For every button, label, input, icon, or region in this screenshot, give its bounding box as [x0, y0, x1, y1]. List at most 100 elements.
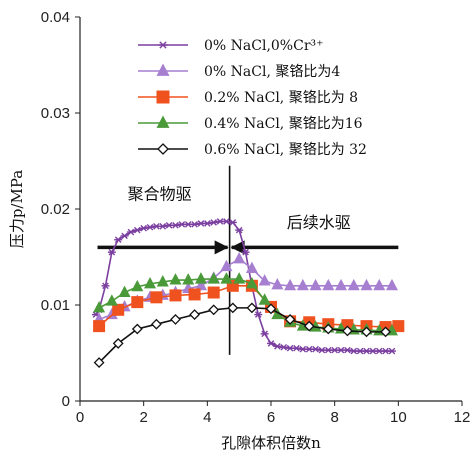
data-point — [156, 275, 169, 287]
y-axis-label: 压力p/MPa — [8, 170, 26, 248]
data-point — [267, 340, 275, 347]
series-1 — [91, 218, 396, 355]
data-point — [169, 273, 182, 285]
data-point — [189, 309, 201, 321]
data-point — [246, 302, 258, 314]
data-point — [222, 218, 231, 225]
data-point — [220, 272, 233, 284]
data-point — [335, 278, 348, 291]
data-point — [188, 288, 201, 301]
data-point — [303, 320, 315, 332]
data-point — [203, 220, 212, 227]
legend-item: 0.6% NaCl, 聚铬比为 32 — [138, 142, 367, 158]
data-point — [385, 278, 398, 291]
data-point — [150, 291, 163, 304]
data-point — [380, 326, 392, 338]
arrows-overlay — [97, 165, 399, 355]
data-point — [227, 302, 239, 314]
y-tick-label: 0.01 — [41, 297, 70, 314]
data-point — [158, 222, 167, 230]
data-point — [260, 330, 269, 338]
legend-label: 0% NaCl, 聚铬比为4 — [204, 64, 340, 80]
data-point — [139, 224, 148, 232]
data-point — [107, 248, 116, 256]
y-tick-label: 0 — [62, 393, 70, 410]
data-point — [131, 296, 144, 309]
data-point — [144, 276, 157, 289]
data-point — [322, 323, 334, 335]
legend-label: 0.6% NaCl, 聚铬比为 32 — [204, 142, 367, 158]
data-point — [156, 90, 170, 104]
data-point — [126, 228, 135, 236]
legend: 0% NaCl,0%Cr³⁺ 0% NaCl, 聚铬比为4 0.2% NaCl, 聚… — [138, 38, 367, 158]
legend-item: 0.4% NaCl, 聚铬比为16 — [138, 115, 363, 132]
data-point — [93, 357, 105, 369]
data-point — [233, 272, 246, 284]
data-point — [150, 318, 162, 330]
data-point — [157, 143, 169, 155]
data-point — [170, 313, 181, 325]
data-point — [207, 272, 220, 284]
data-point — [112, 303, 125, 316]
legend-label: 0% NaCl,0%Cr³⁺ — [204, 38, 324, 54]
data-point — [228, 219, 237, 226]
data-point — [292, 344, 301, 352]
data-point — [271, 307, 284, 320]
data-point — [131, 323, 143, 335]
data-point — [118, 285, 131, 298]
annotation-label: 聚合物驱 — [128, 184, 192, 203]
data-point — [392, 320, 405, 333]
x-tick-label: 4 — [203, 409, 211, 426]
data-point — [245, 276, 258, 289]
legend-label: 0.2% NaCl, 聚铬比为 8 — [204, 90, 358, 106]
data-point — [133, 226, 142, 234]
legend-label: 0.4% NaCl, 聚铬比为16 — [204, 116, 363, 132]
data-point — [273, 342, 282, 350]
arrow-head-right — [214, 240, 229, 255]
data-point — [93, 300, 106, 313]
data-point — [131, 279, 144, 292]
data-point — [309, 320, 322, 332]
data-point — [209, 219, 218, 226]
data-point — [387, 347, 396, 355]
data-point — [207, 286, 220, 299]
data-point — [194, 272, 207, 284]
axes: 0 2 4 6 8 10 12 0 0.01 0.02 0.03 0.04 孔隙体积倍数n 压力p/MPa — [8, 9, 470, 452]
series-5 — [93, 302, 392, 369]
data-point — [93, 320, 106, 333]
data-point — [233, 252, 246, 264]
x-axis-label: 孔隙体积倍数n — [221, 434, 321, 452]
data-point — [254, 311, 263, 318]
series-line — [98, 307, 386, 364]
data-point — [208, 304, 220, 316]
x-tick-label: 8 — [330, 409, 338, 426]
x-tick-label: 10 — [390, 409, 407, 426]
data-point — [235, 226, 244, 234]
data-point — [156, 63, 170, 76]
data-point — [296, 278, 309, 291]
legend-item: 0% NaCl, 聚铬比为4 — [138, 63, 340, 80]
data-point — [105, 307, 118, 320]
x-tick-label: 6 — [267, 409, 275, 426]
data-point — [156, 115, 170, 128]
data-point — [220, 259, 233, 272]
data-point — [241, 248, 250, 256]
data-point — [341, 325, 353, 337]
data-point — [194, 278, 207, 291]
x-tick-label: 12 — [454, 409, 470, 426]
y-tick-label: 0.02 — [41, 201, 70, 218]
data-point — [182, 273, 195, 285]
data-point — [284, 278, 297, 291]
data-point — [146, 223, 155, 231]
data-point — [258, 293, 271, 305]
data-point — [343, 346, 352, 354]
data-point — [101, 282, 110, 290]
series-line — [98, 257, 392, 321]
data-point — [360, 278, 373, 291]
data-point — [171, 222, 180, 229]
y-tick-label: 0.03 — [41, 105, 70, 122]
data-point — [373, 278, 386, 291]
data-point — [105, 294, 118, 306]
arrow-head-left — [230, 240, 245, 255]
